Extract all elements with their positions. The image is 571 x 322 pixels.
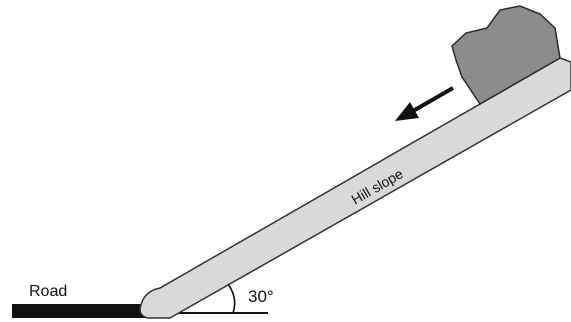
hill-slope [139, 57, 571, 319]
angle-label: 30° [248, 287, 274, 306]
arrow-left-down-icon [395, 86, 454, 121]
rock-icon [451, 5, 561, 106]
angle-arc [227, 283, 236, 314]
road-label: Road [29, 283, 67, 300]
road-surface [12, 304, 154, 318]
